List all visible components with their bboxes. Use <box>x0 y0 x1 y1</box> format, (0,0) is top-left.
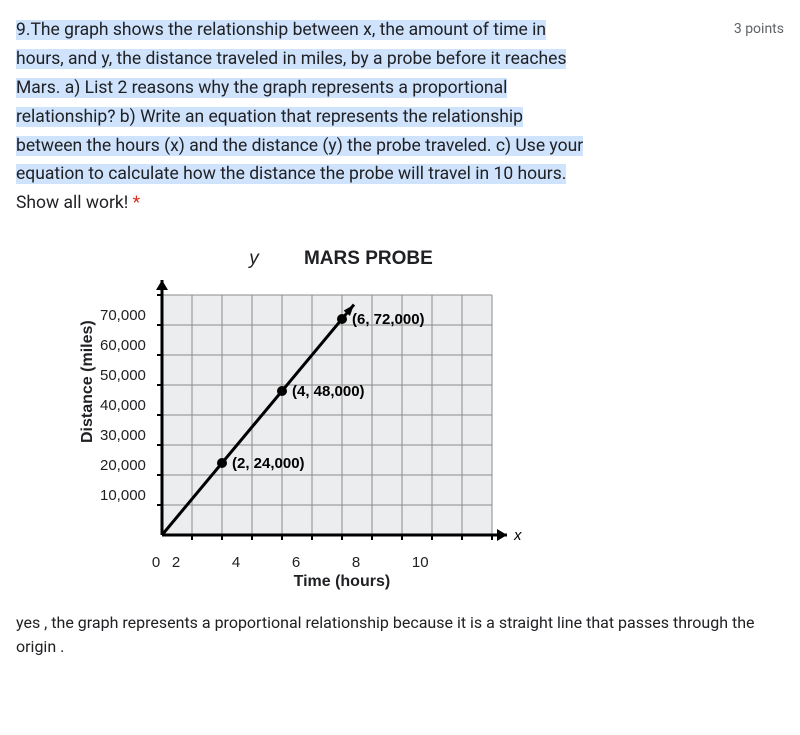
q-line-1: 9.The graph shows the relationship betwe… <box>16 20 546 40</box>
y-axis-label: Distance (miles) <box>79 419 97 443</box>
svg-text:(4, 48,000): (4, 48,000) <box>292 383 365 400</box>
ytick: 70,000 <box>100 301 146 331</box>
question-block: 9.The graph shows the relationship betwe… <box>16 16 784 218</box>
xtick: 6 <box>292 554 352 571</box>
ytick: 50,000 <box>100 361 146 391</box>
required-asterisk: * <box>133 193 141 213</box>
y-ticks: 70,000 60,000 50,000 40,000 30,000 20,00… <box>100 291 152 571</box>
ytick: 20,000 <box>100 451 146 481</box>
ytick: 30,000 <box>100 421 146 451</box>
q-line-5: between the hours (x) and the distance (… <box>16 136 583 156</box>
svg-text:(2, 24,000): (2, 24,000) <box>232 455 305 472</box>
xtick: 4 <box>232 554 292 571</box>
chart-container: y MARS PROBE Distance (miles) 70,000 60,… <box>76 248 784 591</box>
answer-text: yes , the graph represents a proportiona… <box>16 611 784 659</box>
q-trailing: Show all work! <box>16 193 133 213</box>
xtick: 0 <box>152 554 172 571</box>
y-var-label: y <box>249 248 259 269</box>
xtick: 10 <box>412 554 472 571</box>
q-line-4: relationship? b) Write an equation that … <box>16 107 523 127</box>
x-axis-label: Time (hours) <box>294 573 391 591</box>
xtick: 8 <box>352 554 412 571</box>
x-ticks: 0 2 4 6 8 10 <box>172 550 512 571</box>
chart-title: MARS PROBE <box>304 248 433 269</box>
ytick: 40,000 <box>100 391 146 421</box>
ytick: 10,000 <box>100 481 146 511</box>
svg-text:(6, 72,000): (6, 72,000) <box>352 311 425 328</box>
ytick: 60,000 <box>100 331 146 361</box>
q-line-3: Mars. a) List 2 reasons why the graph re… <box>16 78 507 98</box>
points-label: 3 points <box>734 16 784 43</box>
question-text: 9.The graph shows the relationship betwe… <box>16 16 718 218</box>
q-line-2: hours, and y, the distance traveled in m… <box>16 49 566 69</box>
chart-plot: x (2, 24,000) (4, 48,000) (6, 72,000) <box>152 270 532 550</box>
svg-text:x: x <box>513 527 522 544</box>
xtick: 2 <box>172 554 232 571</box>
q-line-6: equation to calculate how the distance t… <box>16 164 566 184</box>
